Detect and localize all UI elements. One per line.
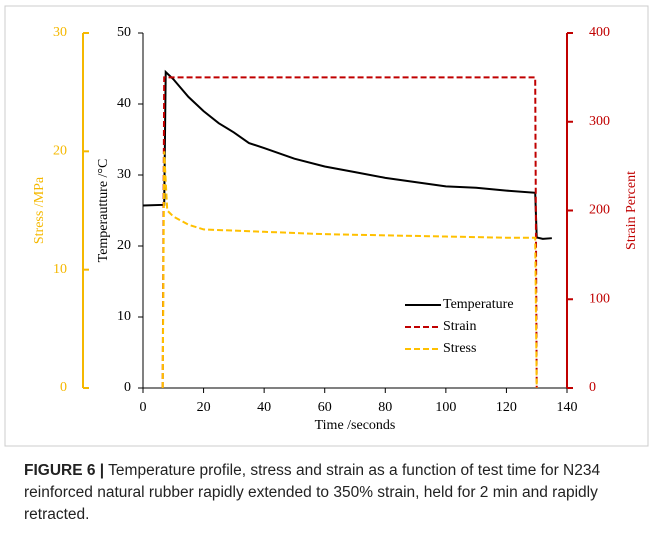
x-axis-label: Time /seconds	[315, 418, 396, 433]
y2-tick-label: 300	[589, 114, 610, 129]
x-tick-label: 80	[378, 400, 392, 415]
caption-label: FIGURE 6 |	[24, 462, 105, 479]
y2-tick-label: 100	[589, 291, 610, 306]
y-tick-label: 20	[117, 238, 131, 253]
y-axis-label: Temperautture /°C	[96, 159, 111, 263]
y2-tick-label: 400	[589, 25, 610, 40]
series-line	[161, 151, 538, 389]
y3-axis-label: Stress /MPa	[32, 176, 47, 244]
y3-tick-label: 20	[53, 144, 67, 159]
caption-text: Temperature profile, stress and strain a…	[24, 462, 601, 523]
y-tick-label: 40	[117, 96, 131, 111]
y2-axis-label: Strain Percent	[624, 171, 639, 250]
legend-label: Stress	[443, 341, 476, 356]
x-tick-label: 20	[197, 400, 211, 415]
series-line	[142, 69, 552, 240]
caption: FIGURE 6 | Temperature profile, stress a…	[24, 460, 636, 526]
y3-tick-label: 0	[60, 380, 67, 395]
legend-label: Temperature	[443, 297, 514, 312]
x-tick-label: 60	[318, 400, 332, 415]
legend-label: Strain	[443, 319, 476, 334]
y-tick-label: 10	[117, 309, 131, 324]
y-tick-label: 0	[124, 380, 131, 395]
y3-tick-label: 10	[53, 262, 67, 277]
y-tick-label: 30	[117, 167, 131, 182]
y-tick-label: 50	[117, 25, 131, 40]
x-tick-label: 100	[435, 400, 456, 415]
frame	[4, 5, 649, 447]
chart: 0 20 40 60 80 100 120 1400102030405001002003004…	[4, 5, 649, 447]
x-tick-label: 120	[496, 400, 517, 415]
x-tick-label: 0	[140, 400, 147, 415]
x-tick-label: 140	[557, 400, 578, 415]
y2-tick-label: 200	[589, 203, 610, 218]
y3-tick-label: 30	[53, 25, 67, 40]
x-tick-label: 40	[257, 400, 271, 415]
y2-tick-label: 0	[589, 380, 596, 395]
